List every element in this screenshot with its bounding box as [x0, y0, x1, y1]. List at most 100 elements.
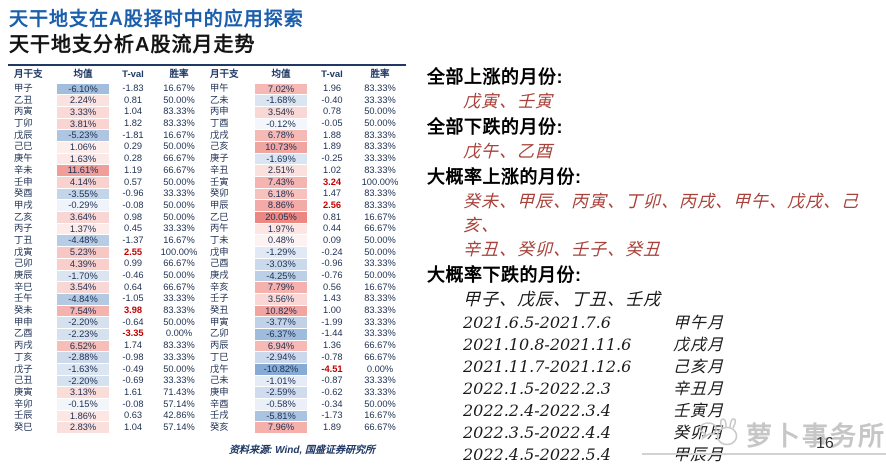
winrate-cell: 66.67%	[163, 258, 195, 269]
mean-cell: -1.70%	[54, 270, 112, 282]
winrate-cell: 50.00%	[163, 176, 195, 187]
schedule-range: 2022.1.5-2022.2.3	[463, 379, 611, 398]
tval-cell: 0.28	[123, 153, 143, 164]
mean-cell: 0.48%	[252, 235, 310, 247]
winrate-cell: 16.67%	[364, 281, 396, 292]
table-row: 丙戌 6.52% 1.74 83.33% 丙辰 6.94% 1.36 66.67%	[8, 340, 406, 352]
table-row: 丙寅 3.33% 1.04 83.33% 丙申 3.54% 0.78 50.00%	[8, 106, 406, 118]
mean-cell: -2.94%	[252, 352, 310, 364]
tval-cell: -0.49	[122, 363, 144, 374]
month-ganzhi-cell: 壬申	[14, 176, 33, 187]
winrate-cell: 33.33%	[163, 351, 195, 362]
tval-cell: -0.96	[321, 258, 343, 269]
tval-cell: 0.09	[322, 234, 342, 245]
mean-cell: -4.25%	[252, 270, 310, 282]
mean-cell: 7.96%	[252, 422, 310, 434]
tval-cell: 1.00	[322, 305, 342, 316]
schedule-month: 壬寅月	[673, 401, 725, 420]
mean-cell: -6.10%	[54, 83, 112, 95]
page-title: 天干地支在A股择时中的应用探索	[9, 9, 304, 30]
winrate-cell: 33.33%	[364, 386, 396, 397]
mean-cell: 3.64%	[54, 212, 112, 224]
month-ganzhi-cell: 辛丑	[210, 164, 229, 175]
month-ganzhi-cell: 戊申	[210, 246, 229, 257]
winrate-cell: 0.00%	[165, 328, 193, 339]
table-row: 壬辰 1.86% 0.63 42.86% 壬戌 -5.81% -1.73 16.67%	[8, 410, 406, 422]
month-ganzhi-cell: 甲子	[14, 83, 33, 93]
month-ganzhi-cell: 甲申	[14, 316, 33, 327]
month-ganzhi-cell: 癸卯	[210, 188, 229, 199]
month-ganzhi-cell: 壬寅	[210, 176, 229, 187]
winrate-cell: 33.33%	[163, 375, 195, 386]
winrate-cell: 66.67%	[163, 281, 195, 292]
tval-cell: 2.56	[322, 199, 342, 210]
table-row: 庚午 1.63% 0.28 66.67% 庚子 -1.69% -0.25 33.33%	[8, 153, 406, 165]
winrate-cell: 50.00%	[163, 363, 195, 374]
winrate-cell: 33.33%	[364, 316, 396, 327]
mean-cell: 3.81%	[54, 118, 112, 130]
mean-cell: 2.24%	[54, 95, 112, 107]
winrate-cell: 83.33%	[364, 83, 396, 93]
winrate-cell: 50.00%	[163, 270, 195, 280]
schedule-month: 癸卯月	[673, 423, 725, 442]
month-ganzhi-cell: 甲午	[210, 83, 229, 93]
mean-cell: -3.55%	[54, 188, 112, 200]
tval-cell: -0.24	[321, 246, 343, 257]
month-ganzhi-cell: 辛未	[14, 164, 33, 175]
winrate-cell: 33.33%	[364, 375, 396, 386]
schedule-row: 2021.10.8-2021.11.6 戊戌月	[463, 334, 883, 356]
tval-cell: 0.57	[123, 176, 143, 187]
month-ganzhi-cell: 己酉	[210, 258, 229, 269]
table-row: 癸酉 -3.55% -0.96 33.33% 癸卯 6.18% 1.47 83.33%	[8, 188, 406, 200]
month-ganzhi-cell: 丁亥	[14, 351, 33, 362]
section-item: 癸未、甲辰、丙寅、丁卯、丙戌、甲午、戊戌、己亥、	[463, 192, 859, 236]
month-ganzhi-cell: 戊午	[210, 363, 229, 374]
month-ganzhi-cell: 乙酉	[14, 328, 33, 339]
mean-cell: -0.15%	[54, 399, 112, 411]
winrate-cell: 50.00%	[364, 118, 396, 129]
mean-cell: 1.63%	[54, 153, 112, 165]
table-row: 戊子 -1.63% -0.49 50.00% 戊午 -10.82% -4.51 0.00%	[8, 364, 406, 376]
month-ganzhi-cell: 丙子	[14, 223, 33, 234]
winrate-cell: 50.00%	[364, 246, 396, 257]
winrate-cell: 50.00%	[163, 199, 195, 210]
table-row: 丁丑 -4.48% -1.37 16.67% 丁未 0.48% 0.09 50.00%	[8, 235, 406, 247]
tval-cell: 1.36	[322, 340, 342, 351]
watermark-label: 萝卜事务所	[746, 421, 886, 451]
winrate-cell: 83.33%	[163, 340, 195, 351]
section-item: 戊寅、壬寅	[463, 92, 553, 112]
schedule-row: 2022.1.5-2022.2.3 辛丑月	[463, 378, 883, 400]
winrate-cell: 50.00%	[163, 141, 195, 152]
mean-cell: 20.05%	[252, 212, 310, 224]
mean-cell: 6.78%	[252, 130, 310, 142]
winrate-cell: 57.14%	[163, 421, 195, 432]
section-heading: 大概率上涨的月份:	[427, 167, 582, 187]
section-item: 辛丑、癸卯、壬子、癸丑	[463, 240, 661, 260]
tval-cell: 0.56	[322, 281, 342, 292]
month-ganzhi-cell: 丙午	[210, 223, 229, 234]
table-row: 戊辰 -5.23% -1.81 16.67% 戊戌 6.78% 1.88 83.33%	[8, 130, 406, 142]
tval-cell: 0.78	[322, 106, 342, 117]
winrate-cell: 42.86%	[163, 410, 195, 421]
tval-cell: 1.02	[322, 164, 342, 175]
winrate-cell: 83.33%	[364, 164, 396, 175]
tval-cell: -1.05	[122, 293, 144, 304]
summary-panel: 全部上涨的月份: 戊寅、壬寅 全部下跌的月份: 戊午、乙酉 大概率上涨的月份: 癸未、甲辰…	[427, 64, 883, 466]
mean-cell: 4.14%	[54, 177, 112, 189]
month-ganzhi-cell: 戊子	[14, 363, 33, 374]
table-row: 己丑 -2.20% -0.69 33.33% 己未 -1.01% -0.87 33.33%	[8, 375, 406, 387]
winrate-cell: 66.67%	[364, 421, 396, 432]
tval-cell: -0.62	[321, 386, 343, 397]
mean-cell: 3.33%	[54, 106, 112, 118]
tval-cell: -0.25	[321, 153, 343, 164]
tval-cell: 0.98	[123, 211, 143, 222]
month-ganzhi-cell: 壬午	[14, 293, 33, 304]
winrate-cell: 83.33%	[364, 129, 396, 140]
tval-cell: -0.69	[122, 375, 144, 386]
month-ganzhi-cell: 癸巳	[14, 421, 33, 432]
tval-cell: -1.44	[321, 328, 343, 339]
month-ganzhi-cell: 己卯	[14, 258, 33, 269]
mean-cell: 4.39%	[54, 258, 112, 270]
mean-cell: 3.13%	[54, 387, 112, 399]
winrate-cell: 50.00%	[364, 234, 396, 245]
